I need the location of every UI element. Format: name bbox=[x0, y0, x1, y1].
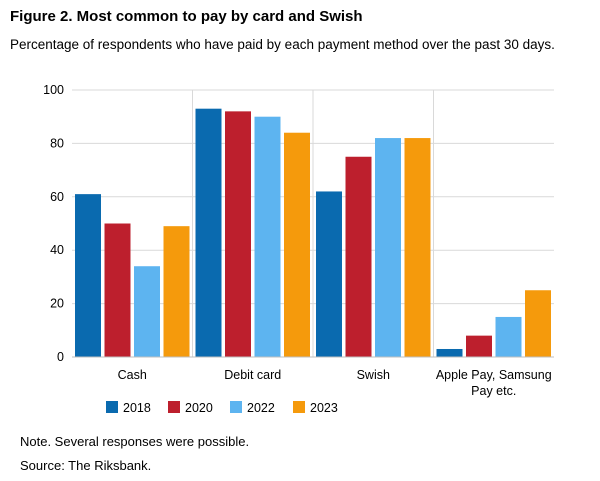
legend-swatch-2018 bbox=[106, 401, 118, 413]
source-text: Source: The Riksbank. bbox=[20, 458, 152, 473]
x-tick-label: Debit card bbox=[224, 368, 281, 382]
bar-2022-2 bbox=[254, 116, 281, 357]
bar-2023-2 bbox=[284, 132, 310, 357]
x-tick-label: Swish bbox=[357, 368, 390, 382]
x-tick-label: Apple Pay, Samsung bbox=[436, 368, 552, 382]
bar-2022-3 bbox=[375, 138, 401, 357]
y-axis: 0 20 40 60 80 100 bbox=[43, 83, 64, 364]
legend-label-2023: 2023 bbox=[310, 401, 338, 415]
y-tick-label: 0 bbox=[57, 350, 64, 364]
y-tick-label: 60 bbox=[50, 190, 64, 204]
x-tick-label: Pay etc. bbox=[471, 384, 516, 398]
bar-2018-2 bbox=[195, 108, 222, 357]
legend: 2018 2020 2022 2023 bbox=[106, 401, 338, 415]
x-axis: Cash Debit card Swish Apple Pay, Samsung Pay… bbox=[72, 356, 554, 398]
y-tick-label: 20 bbox=[50, 297, 64, 311]
bar-2020-1 bbox=[104, 223, 131, 357]
note-text: Note. Several responses were possible. bbox=[20, 434, 250, 449]
chart-title: Figure 2. Most common to pay by card and… bbox=[10, 8, 363, 25]
legend-swatch-2023 bbox=[293, 401, 305, 413]
bar-2023-1 bbox=[163, 226, 190, 357]
y-tick-label: 40 bbox=[50, 243, 64, 257]
chart-subtitle: Percentage of respondents who have paid … bbox=[10, 37, 555, 52]
bar-2020-2 bbox=[225, 111, 251, 357]
x-tick-label: Cash bbox=[118, 368, 147, 382]
bar-2018-4 bbox=[436, 348, 463, 357]
legend-swatch-2020 bbox=[168, 401, 180, 413]
y-tick-label: 80 bbox=[50, 136, 64, 150]
legend-swatch-2022 bbox=[230, 401, 242, 413]
legend-label-2022: 2022 bbox=[247, 401, 275, 415]
bar-2022-4 bbox=[495, 316, 522, 357]
bars bbox=[75, 108, 551, 357]
category-dividers bbox=[192, 90, 434, 357]
bar-2018-3 bbox=[316, 191, 342, 357]
bar-2023-3 bbox=[404, 138, 431, 357]
bar-2022-1 bbox=[134, 266, 160, 357]
bar-2020-3 bbox=[345, 156, 372, 357]
legend-label-2018: 2018 bbox=[123, 401, 151, 415]
legend-label-2020: 2020 bbox=[185, 401, 213, 415]
bar-2023-4 bbox=[525, 290, 551, 357]
y-tick-label: 100 bbox=[43, 83, 64, 97]
bar-2018-1 bbox=[75, 194, 101, 357]
bar-2020-4 bbox=[466, 335, 492, 357]
